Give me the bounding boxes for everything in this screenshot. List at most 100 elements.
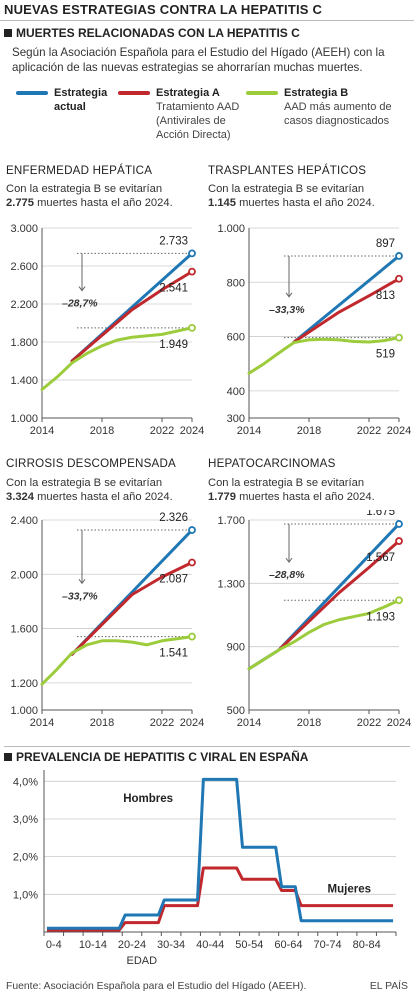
y-tick-label: 900 (227, 642, 245, 654)
series-label-mujeres: Mujeres (328, 883, 371, 895)
note-pre: Con la estrategia B se evitarían (208, 477, 365, 489)
y-tick-label: 600 (227, 332, 245, 344)
end-point-a (188, 558, 196, 567)
panel-note-enfermedad: Con la estrategia B se evitarían 2.775 m… (6, 182, 173, 210)
reduction-label: –33,3% (269, 304, 305, 316)
arrow-head (285, 292, 293, 298)
end-point-actual (395, 520, 403, 528)
x-tick-label: 80-84 (353, 939, 381, 951)
legend-desc: (Antivirales de (156, 115, 226, 127)
panel-title-hepatocarcinomas: HEPATOCARCINOMAS (208, 457, 336, 470)
note-post: muertes hasta el año 2024. (37, 491, 173, 503)
series-line-actual (292, 254, 401, 344)
end-label-a: 2.087 (159, 573, 188, 585)
end-label-b: 1.541 (159, 648, 188, 660)
section-header-prevalencia: PREVALENCIA DE HEPATITIS C VIRAL EN ESPA… (4, 746, 410, 764)
y-tick-label: 300 (227, 413, 245, 425)
end-label-a: 813 (376, 290, 395, 302)
legend-desc: Tratamiento AAD (156, 101, 240, 113)
end-point-actual (395, 252, 403, 260)
series-label-hombres: Hombres (123, 793, 173, 805)
x-tick-label: 2018 (297, 425, 321, 437)
legend-desc: casos diagnosticados (284, 115, 390, 127)
series-line-b (40, 326, 194, 391)
x-tick-label: 2024 (180, 717, 204, 729)
y-tick-label: 2,0% (13, 852, 38, 864)
chart-cirrosis-descompensada: 1.000 1.200 1.600 2.000 2.400 2014 2018 2022 202… (10, 512, 204, 729)
x-tick-label: 2018 (90, 425, 114, 437)
section-title: MUERTES RELACIONADAS CON LA HEPATITIS C (16, 26, 300, 40)
y-tick-label: 500 (227, 705, 245, 717)
y-tick-label: 1.800 (10, 337, 38, 349)
end-label-a: 2.541 (159, 283, 188, 295)
y-tick-label: 1.300 (217, 578, 245, 590)
end-point-a (395, 537, 403, 545)
arrow-head (78, 579, 86, 585)
section-square-icon (4, 29, 12, 37)
reduction-label: –28,7% (62, 298, 98, 310)
end-label-actual: 897 (376, 238, 395, 250)
note-pre: Con la estrategia B se evitarían (6, 477, 163, 489)
legend-name: Estrategia B (284, 87, 349, 99)
note-bold: 1.145 (208, 197, 236, 209)
legend-name: actual (54, 101, 86, 113)
x-tick-label: 2018 (297, 717, 321, 729)
end-point-actual (188, 526, 196, 534)
x-tick-label: 2024 (180, 425, 204, 437)
x-tick-label: 2022 (357, 717, 381, 729)
y-tick-label: 1.000 (217, 223, 245, 235)
page-title: NUEVAS ESTRATEGIAS CONTRA LA HEPATITIS C (4, 2, 323, 17)
x-tick-label: 2014 (30, 717, 54, 729)
y-tick-label: 1.000 (10, 413, 38, 425)
legend-swatch (16, 91, 48, 95)
y-tick-label: 1.400 (10, 375, 38, 387)
end-point-b (188, 323, 196, 332)
footer-brand: EL PAÍS (369, 981, 408, 992)
y-tick-label: 1,0% (13, 889, 38, 901)
y-tick-label: 3.000 (10, 223, 38, 235)
panel-note-hepatocarcinomas: Con la estrategia B se evitarían 1.779 m… (208, 476, 375, 504)
title-bar: NUEVAS ESTRATEGIAS CONTRA LA HEPATITIS C (0, 0, 414, 21)
series-line-actual (247, 522, 401, 671)
note-bold: 2.775 (6, 197, 34, 209)
y-tick-label: 1.000 (10, 705, 38, 717)
note-post: muertes hasta el año 2024. (37, 197, 173, 209)
end-point-b (395, 596, 403, 605)
y-tick-label: 1.700 (217, 515, 245, 527)
panel-title-enfermedad: ENFERMEDAD HEPÁTICA (6, 164, 153, 177)
x-tick-label: 2022 (150, 425, 174, 437)
end-label-a: 1.567 (366, 552, 395, 564)
x-tick-label: 2018 (90, 717, 114, 729)
note-post: muertes hasta el año 2024. (239, 491, 375, 503)
x-tick-label: 2014 (237, 717, 261, 729)
x-axis-label: EDAD (126, 955, 157, 967)
note-pre: Con la estrategia B se evitarían (208, 183, 365, 195)
series-line-a (292, 277, 401, 344)
footer-source: Fuente: Asociación Española para el Estu… (6, 981, 307, 992)
y-tick-label: 2.400 (10, 515, 38, 527)
panel-title-cirrosis: CIRROSIS DESCOMPENSADA (6, 457, 176, 470)
y-tick-label: 2.200 (10, 299, 38, 311)
x-tick-label: 2014 (237, 425, 261, 437)
end-point-a (188, 267, 196, 276)
x-tick-label: 30-34 (157, 939, 185, 951)
end-point-a (395, 274, 403, 283)
panel-note-trasplantes: Con la estrategia B se evitarían 1.145 m… (208, 182, 375, 210)
end-label-actual: 1.675 (366, 510, 395, 518)
y-tick-label: 2.000 (10, 569, 38, 581)
series-line-a (70, 560, 194, 656)
series-line-b (247, 336, 401, 375)
legend-desc: Acción Directa) (156, 129, 231, 141)
x-tick-label: 10-14 (79, 939, 107, 951)
note-bold: 3.324 (6, 491, 34, 503)
end-point-b (395, 333, 403, 342)
series-line-b (247, 598, 401, 671)
x-tick-label: 2024 (387, 717, 411, 729)
series-line-a (70, 270, 194, 363)
legend-swatch (246, 91, 278, 95)
x-tick-label: 2022 (150, 717, 174, 729)
chart-hepatocarcinomas: 500 900 1.300 1.700 2014 2018 2022 2024 –28,8% 1.… (217, 510, 411, 729)
end-point-b (188, 632, 196, 641)
y-tick-label: 3,0% (13, 814, 38, 826)
x-tick-label: 2024 (387, 425, 411, 437)
